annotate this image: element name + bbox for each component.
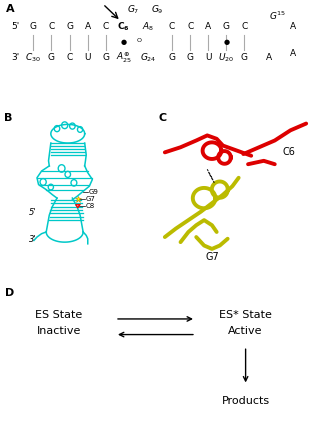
Text: $G^{15}$: $G^{15}$ — [268, 9, 286, 22]
Text: C: C — [103, 22, 109, 31]
Text: A: A — [265, 53, 272, 62]
Text: 5': 5' — [11, 22, 19, 31]
Text: $G_7$: $G_7$ — [127, 4, 139, 16]
Text: Products: Products — [222, 396, 270, 406]
Text: A: A — [290, 22, 296, 31]
Text: G: G — [223, 22, 230, 31]
Text: A: A — [205, 22, 211, 31]
Text: U: U — [205, 53, 212, 62]
Text: 5': 5' — [29, 208, 36, 217]
Text: ●: ● — [121, 39, 127, 45]
Text: G: G — [102, 53, 109, 62]
Text: C: C — [187, 22, 193, 31]
Text: $\mathbf{C_6}$: $\mathbf{C_6}$ — [117, 21, 130, 33]
Text: G: G — [66, 22, 73, 31]
Text: C: C — [169, 22, 175, 31]
Text: ES State: ES State — [35, 310, 83, 320]
Text: 3': 3' — [29, 235, 36, 244]
Text: $A_8$: $A_8$ — [142, 21, 154, 33]
Text: G: G — [187, 53, 194, 62]
Text: G9: G9 — [89, 189, 98, 195]
Text: G: G — [30, 22, 37, 31]
Text: G: G — [48, 53, 55, 62]
Text: C: C — [67, 53, 73, 62]
Text: A: A — [6, 4, 15, 14]
Text: G: G — [169, 53, 176, 62]
Text: $A^{\oplus}_{25}$: $A^{\oplus}_{25}$ — [116, 51, 132, 65]
Text: U: U — [84, 53, 91, 62]
Text: ●: ● — [223, 39, 230, 45]
Text: Active: Active — [228, 326, 263, 336]
Text: G: G — [241, 53, 248, 62]
Text: C: C — [159, 114, 167, 123]
Text: D: D — [5, 288, 14, 298]
Text: $C_{30}$: $C_{30}$ — [25, 51, 41, 64]
Text: G7: G7 — [205, 253, 219, 262]
Text: C8: C8 — [85, 203, 95, 209]
Text: A: A — [84, 22, 91, 31]
Text: C6: C6 — [283, 147, 295, 158]
Text: $G_9$: $G_9$ — [151, 4, 164, 16]
Text: A: A — [290, 49, 296, 59]
Text: Inactive: Inactive — [37, 326, 81, 336]
Text: C: C — [241, 22, 247, 31]
Text: B: B — [4, 114, 12, 123]
Text: G7: G7 — [85, 196, 95, 202]
Text: O: O — [136, 38, 141, 43]
Text: C: C — [48, 22, 55, 31]
Text: $G_{24}$: $G_{24}$ — [140, 51, 156, 64]
Text: 3': 3' — [11, 53, 19, 62]
Text: $U_{20}$: $U_{20}$ — [218, 51, 235, 64]
Text: ES* State: ES* State — [219, 310, 272, 320]
